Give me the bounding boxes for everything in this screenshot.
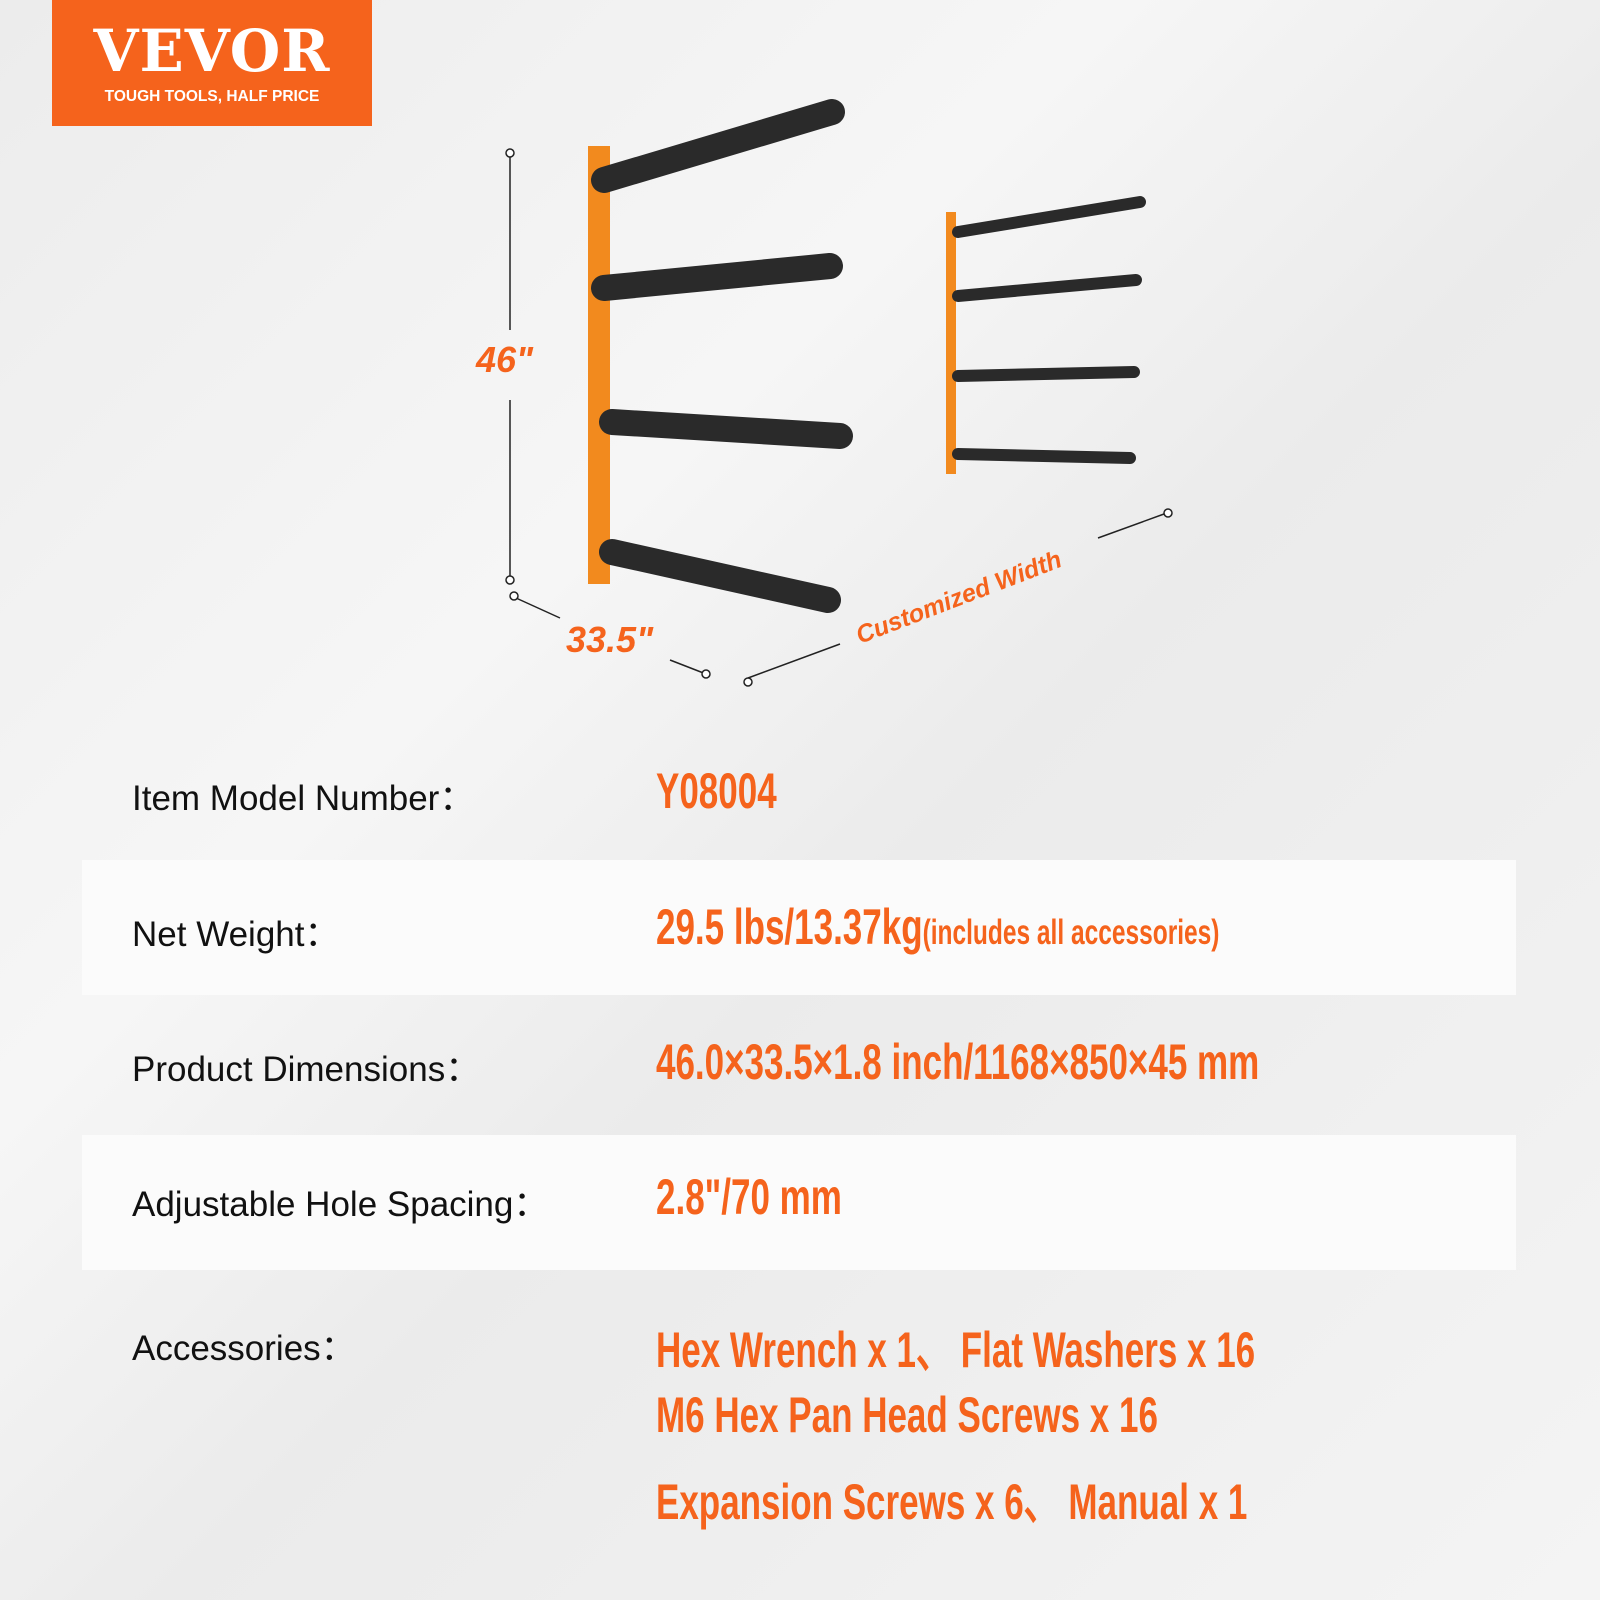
- accessory-line: Hex Wrench x 1、 Flat Washers x 16: [656, 1322, 1256, 1378]
- rack-illustration: 46" 33.5" Customized Width: [475, 99, 1173, 687]
- vevor-logo: VEVOR TOUGH TOOLS, HALF PRICE: [52, 0, 372, 126]
- small-rack: [946, 196, 1146, 474]
- spec-label: Item Model Number：: [132, 779, 475, 818]
- logo-tagline: TOUGH TOOLS, HALF PRICE: [104, 88, 320, 105]
- accessory-line: M6 Hex Pan Head Screws x 16: [656, 1387, 1158, 1443]
- dimension-lines: [505, 148, 1173, 687]
- spec-value: 29.5 lbs/13.37kg: [656, 899, 923, 955]
- band-hole-spacing: [82, 1135, 1516, 1270]
- spec-label: Product Dimensions：: [132, 1050, 481, 1089]
- spec-value-wrap: 29.5 lbs/13.37kg(includes all accessorie…: [656, 898, 1219, 956]
- spec-value: 2.8"/70 mm: [656, 1169, 842, 1225]
- spec-note: (includes all accessories): [922, 913, 1220, 952]
- width-label: 33.5": [566, 619, 654, 660]
- spec-value: Y08004: [656, 763, 777, 819]
- logo-brand: VEVOR: [93, 17, 331, 85]
- spec-label: Accessories：: [132, 1329, 356, 1368]
- accessory-line: Expansion Screws x 6、 Manual x 1: [656, 1474, 1248, 1530]
- customized-width-label: Customized Width: [852, 545, 1065, 649]
- spec-value: 46.0×33.5×1.8 inch/1168×850×45 mm: [656, 1034, 1260, 1090]
- height-label: 46": [475, 339, 534, 380]
- spec-label: Net Weight：: [132, 915, 340, 954]
- large-rack: [588, 99, 853, 613]
- band-net-weight: [82, 860, 1516, 995]
- spec-label: Adjustable Hole Spacing：: [132, 1185, 549, 1224]
